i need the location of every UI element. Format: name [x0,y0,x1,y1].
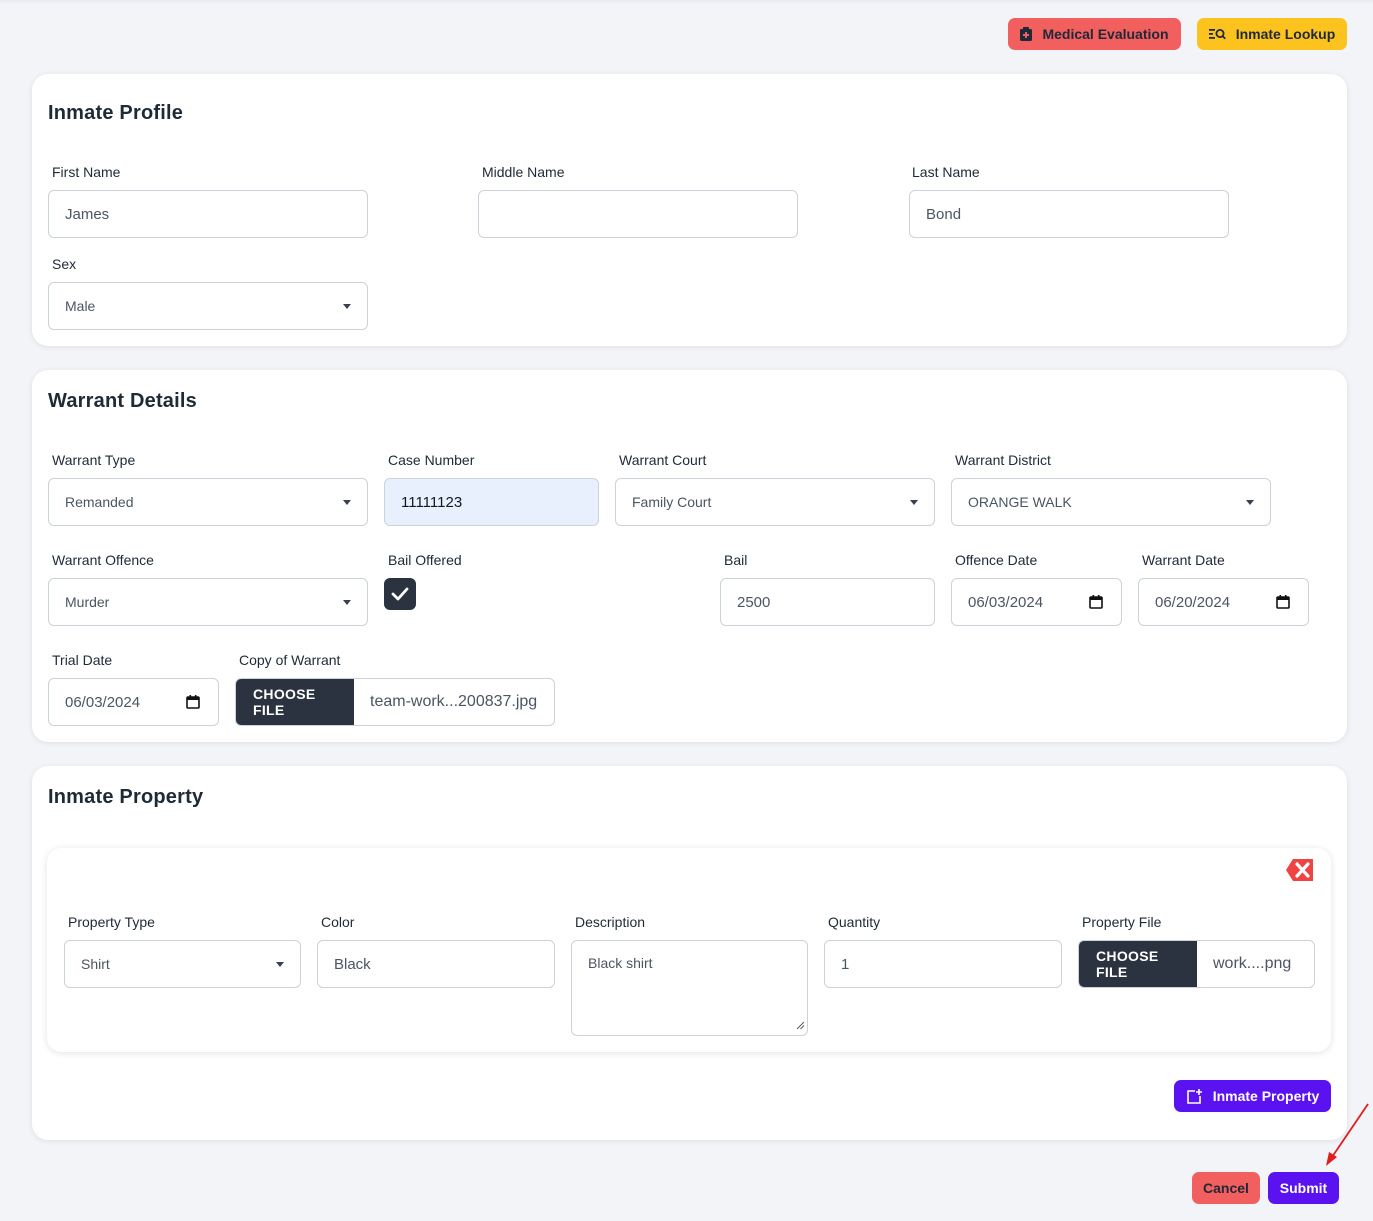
color-label: Color [321,914,355,930]
case-number-value: 11111123 [401,493,463,511]
description-value: Black shirt [588,955,653,971]
inmate-lookup-button[interactable]: Inmate Lookup [1197,18,1347,50]
medical-kit-icon [1020,27,1033,41]
add-box-icon [1186,1088,1203,1105]
chevron-down-icon [1246,500,1254,505]
inmate-profile-title: Inmate Profile [48,102,184,124]
submit-button[interactable]: Submit [1268,1172,1339,1204]
quantity-field[interactable]: 1 [824,940,1062,988]
property-type-select[interactable]: Shirt [64,940,301,988]
cancel-button[interactable]: Cancel [1192,1172,1260,1204]
medical-evaluation-label: Medical Evaluation [1042,26,1169,42]
bail-offered-label: Bail Offered [388,552,462,568]
chevron-down-icon [910,500,918,505]
property-item-card: Property Type Shirt Color Black Descript… [47,848,1331,1052]
warrant-date-label: Warrant Date [1142,552,1225,568]
property-file-label: Property File [1082,914,1162,930]
trial-date-field[interactable]: 06/03/2024 [48,678,219,726]
bail-field[interactable]: 2500 [720,578,935,626]
trial-date-value: 06/03/2024 [65,693,141,711]
add-inmate-property-label: Inmate Property [1212,1088,1320,1104]
warrant-type-select[interactable]: Remanded [48,478,368,526]
warrant-date-field[interactable]: 06/20/2024 [1138,578,1309,626]
warrant-offence-label: Warrant Offence [52,552,154,568]
copy-of-warrant-file-name: team-work...200837.jpg [370,693,538,710]
inmate-property-card: Inmate Property Property Type Shirt Colo… [32,766,1347,1140]
warrant-details-card: Warrant Details Warrant Type Remanded Ca… [32,370,1347,742]
warrant-date-value: 06/20/2024 [1155,593,1231,611]
warrant-offence-select[interactable]: Murder [48,578,368,626]
bail-value: 2500 [737,593,771,611]
medical-evaluation-button[interactable]: Medical Evaluation [1008,18,1181,50]
last-name-value: Bond [926,205,962,223]
chevron-down-icon [343,304,351,309]
offence-date-value: 06/03/2024 [968,593,1044,611]
property-type-label: Property Type [68,914,155,930]
copy-of-warrant-label: Copy of Warrant [239,652,341,668]
sex-value: Male [65,298,96,314]
warrant-offence-value: Murder [65,594,110,610]
middle-name-label: Middle Name [482,164,565,180]
cancel-label: Cancel [1203,1180,1249,1196]
close-box-icon[interactable] [1285,858,1315,887]
case-number-label: Case Number [388,452,475,468]
sex-label: Sex [52,256,77,272]
bail-offered-checkbox[interactable] [384,578,416,610]
calendar-icon[interactable] [186,695,200,713]
warrant-type-label: Warrant Type [52,452,136,468]
choose-file-button[interactable]: CHOOSE FILE [1079,941,1197,987]
middle-name-field[interactable] [478,190,798,238]
color-field[interactable]: Black [317,940,555,988]
first-name-field[interactable]: James [48,190,368,238]
search-list-icon [1208,28,1226,40]
top-shadow [0,0,1373,4]
resize-grip-icon[interactable] [796,1017,805,1033]
arrow-annotation [1326,1103,1369,1166]
first-name-value: James [65,205,110,223]
inmate-profile-card: Inmate Profile First Name James Middle N… [32,74,1347,346]
copy-of-warrant-file-input[interactable]: CHOOSE FILE team-work...200837.jpg [235,678,555,726]
calendar-icon[interactable] [1276,595,1290,613]
add-inmate-property-button[interactable]: Inmate Property [1174,1080,1331,1112]
calendar-icon[interactable] [1089,595,1103,613]
warrant-district-select[interactable]: ORANGE WALK [951,478,1271,526]
description-label: Description [575,914,646,930]
quantity-label: Quantity [828,914,881,930]
warrant-district-value: ORANGE WALK [968,494,1072,510]
property-file-input[interactable]: CHOOSE FILE work....png [1078,940,1315,988]
warrant-court-select[interactable]: Family Court [615,478,935,526]
offence-date-label: Offence Date [955,552,1038,568]
inmate-lookup-label: Inmate Lookup [1235,26,1336,42]
trial-date-label: Trial Date [52,652,113,668]
property-type-value: Shirt [81,956,110,972]
quantity-value: 1 [841,955,850,973]
offence-date-field[interactable]: 06/03/2024 [951,578,1122,626]
check-icon [391,587,409,601]
chevron-down-icon [343,600,351,605]
chevron-down-icon [343,500,351,505]
description-textarea[interactable]: Black shirt [571,940,808,1036]
warrant-court-label: Warrant Court [619,452,707,468]
inmate-property-title: Inmate Property [48,786,204,808]
warrant-type-value: Remanded [65,494,134,510]
sex-select[interactable]: Male [48,282,368,330]
last-name-label: Last Name [912,164,980,180]
case-number-field[interactable]: 11111123 [384,478,599,526]
warrant-district-label: Warrant District [955,452,1051,468]
submit-label: Submit [1279,1180,1328,1196]
choose-file-button[interactable]: CHOOSE FILE [236,679,354,725]
bail-label: Bail [724,552,748,568]
color-value: Black [334,955,371,973]
property-file-name: work....png [1213,955,1292,972]
warrant-court-value: Family Court [632,494,712,510]
last-name-field[interactable]: Bond [909,190,1229,238]
first-name-label: First Name [52,164,121,180]
chevron-down-icon [276,962,284,967]
warrant-details-title: Warrant Details [48,390,197,412]
